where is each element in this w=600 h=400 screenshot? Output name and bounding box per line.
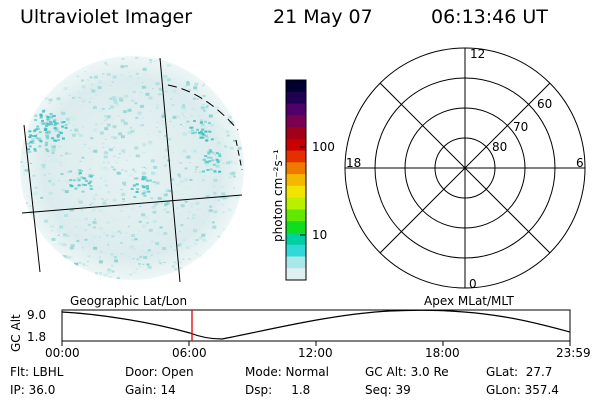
time-label: 06:13:46 UT	[431, 6, 548, 28]
earth-image	[20, 56, 244, 283]
polar-label-6: 6	[576, 156, 584, 170]
polar-label-18: 18	[346, 156, 362, 170]
colorbar-tick-label-10: 10	[312, 228, 328, 242]
polar-plot	[344, 47, 586, 289]
colorbar-band	[286, 256, 306, 269]
colorbar-band	[286, 232, 306, 246]
timeline-axis-title: GC Alt	[9, 314, 23, 352]
info-glat: GLat: 27.7	[486, 365, 553, 379]
emission-speckles	[20, 56, 244, 280]
colorbar	[286, 80, 306, 281]
colorbar-band	[286, 138, 306, 152]
instrument-title: Ultraviolet Imager	[20, 6, 193, 28]
colorbar-band	[286, 244, 306, 257]
timeline-xlabel-2359: 23:59	[556, 346, 591, 360]
colorbar-band	[286, 197, 306, 210]
colorbar-band	[286, 268, 306, 281]
timeline-xlabel-0000: 00:00	[45, 346, 80, 360]
colorbar-band	[286, 91, 306, 105]
colorbar-band	[286, 209, 306, 222]
timeline-plot	[61, 309, 571, 346]
colorbar-band	[286, 150, 306, 163]
polar-label-80: 80	[492, 140, 508, 154]
colorbar-frame	[285, 79, 307, 281]
terminator-dashed-lower	[235, 139, 243, 171]
timeline-ytick-9: 9.0	[27, 308, 47, 322]
info-door: Door: Open	[125, 365, 194, 379]
info-gcalt: GC Alt: 3.0 Re	[365, 365, 449, 379]
polar-label-60: 60	[537, 97, 553, 111]
altitude-curve	[61, 309, 571, 340]
info-glon: GLon: 357.4	[486, 383, 559, 397]
info-dsp: Dsp: 1.8	[245, 383, 311, 397]
info-flt: Flt: LBHL	[10, 365, 64, 379]
info-gain: Gain: 14	[125, 383, 176, 397]
polar-label-0: 0	[469, 277, 477, 291]
info-seq: Seq: 39	[365, 383, 411, 397]
polar-diagonal-2	[379, 82, 551, 254]
colorbar-band	[286, 162, 306, 175]
lon-line-east	[159, 57, 181, 283]
lon-line-west	[23, 124, 41, 273]
terminator-dashed	[167, 84, 239, 131]
timeline-xlabel-1200: 12:00	[298, 346, 333, 360]
polar-label-12: 12	[470, 47, 486, 61]
polar-label-70: 70	[513, 120, 529, 134]
info-ip: IP: 36.0	[10, 383, 56, 397]
lat-line-equator	[21, 194, 243, 214]
colorbar-unit-label: photon cm⁻²s⁻¹	[271, 149, 285, 242]
colorbar-band	[286, 103, 306, 116]
colorbar-band	[286, 80, 306, 93]
colorbar-band	[286, 115, 306, 128]
colorbar-band	[286, 174, 306, 187]
timeline-xlabel-0600: 06:00	[172, 346, 207, 360]
colorbar-band	[286, 185, 306, 199]
colorbar-band	[286, 221, 306, 234]
timeline-right-header: Apex MLat/MLT	[424, 294, 514, 308]
date-label: 21 May 07	[273, 6, 373, 28]
colorbar-band	[286, 127, 306, 140]
timeline-xlabel-1800: 18:00	[425, 346, 460, 360]
timeline-left-header: Geographic Lat/Lon	[70, 294, 188, 308]
colorbar-tick-label-100: 100	[312, 140, 335, 154]
timeline-ytick-1-8: 1.8	[27, 330, 47, 344]
info-mode: Mode: Normal	[245, 365, 329, 379]
